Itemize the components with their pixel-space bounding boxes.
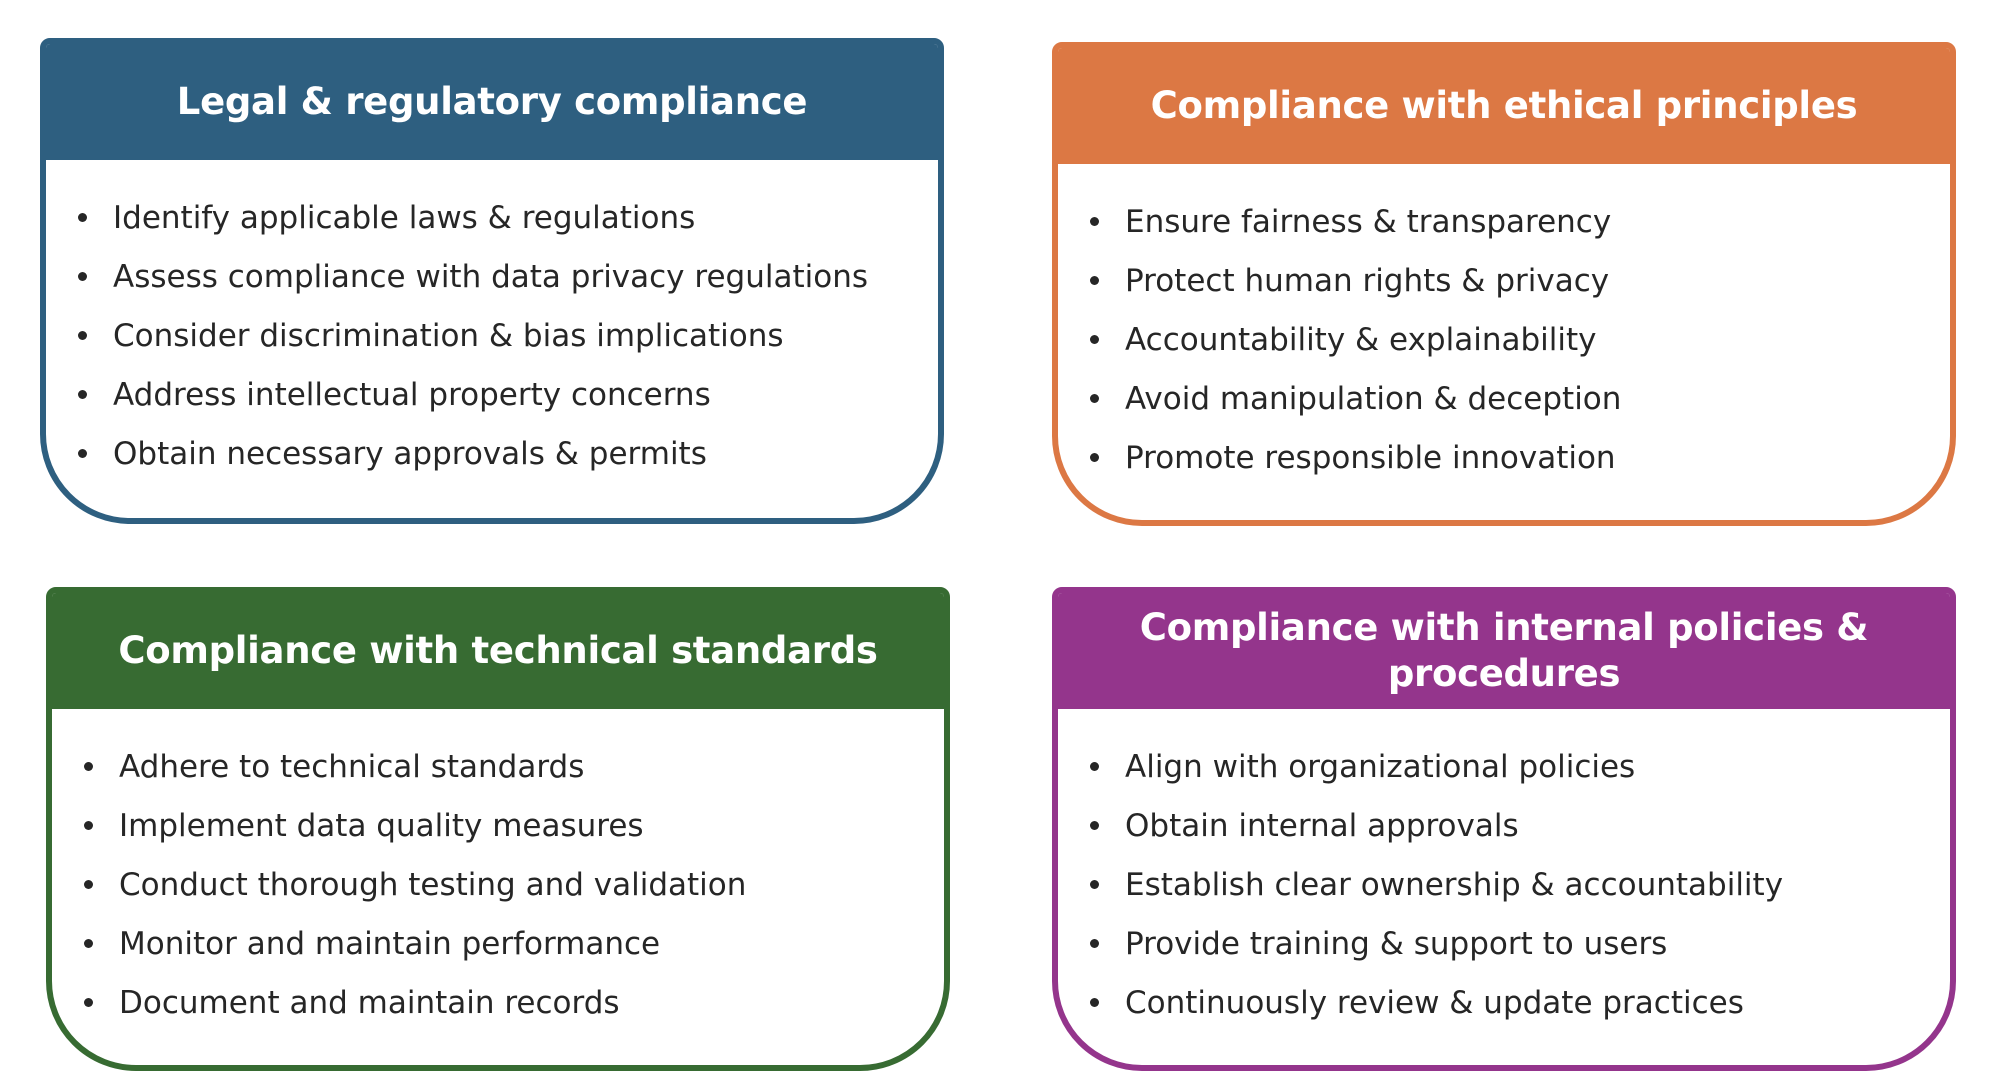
bullet-icon [1090,939,1099,948]
list-item-text: Assess compliance with data privacy regu… [113,258,868,295]
list-item: Continuously review & update practices [1084,973,1950,1032]
ethical-principles-title: Compliance with ethical principles [1150,84,1858,127]
list-item-text: Address intellectual property concerns [113,376,711,413]
technical-standards-header: Compliance with technical standards [52,593,944,709]
ethical-principles-list: Ensure fairness & transparency Protect h… [1058,164,1950,487]
technical-standards-title: Compliance with technical standards [118,629,878,672]
bullet-icon [1090,880,1099,889]
bullet-icon [1090,335,1099,344]
bullet-icon [78,272,87,281]
bullet-icon [1090,394,1099,403]
legal-compliance-title: Legal & regulatory compliance [176,80,808,123]
bullet-icon [84,821,93,830]
list-item: Obtain internal approvals [1084,796,1950,855]
ethical-principles-header: Compliance with ethical principles [1058,48,1950,164]
list-item: Monitor and maintain performance [78,914,944,973]
list-item-text: Continuously review & update practices [1125,984,1744,1021]
bullet-icon [1090,998,1099,1007]
bullet-icon [84,762,93,771]
list-item-text: Identify applicable laws & regulations [113,199,696,236]
bullet-icon [84,998,93,1007]
internal-policies-title: Compliance with internal policies & proc… [1139,606,1869,695]
list-item-text: Obtain necessary approvals & permits [113,435,707,472]
legal-compliance-card: Legal & regulatory compliance Identify a… [40,38,944,524]
technical-standards-card: Compliance with technical standards Adhe… [46,587,950,1071]
bullet-icon [78,449,87,458]
list-item-text: Promote responsible innovation [1125,439,1616,476]
bullet-icon [1090,453,1099,462]
list-item-text: Document and maintain records [119,984,620,1021]
legal-compliance-header: Legal & regulatory compliance [46,44,938,160]
list-item-text: Provide training & support to users [1125,925,1668,962]
list-item-text: Consider discrimination & bias implicati… [113,317,784,354]
technical-standards-list: Adhere to technical standards Implement … [52,709,944,1032]
internal-policies-list: Align with organizational policies Obtai… [1058,709,1950,1032]
list-item-text: Obtain internal approvals [1125,807,1519,844]
list-item: Consider discrimination & bias implicati… [72,306,938,365]
list-item-text: Conduct thorough testing and validation [119,866,747,903]
list-item: Provide training & support to users [1084,914,1950,973]
list-item-text: Avoid manipulation & deception [1125,380,1622,417]
bullet-icon [84,939,93,948]
internal-policies-header: Compliance with internal policies & proc… [1058,593,1950,709]
list-item: Assess compliance with data privacy regu… [72,247,938,306]
list-item: Identify applicable laws & regulations [72,188,938,247]
legal-compliance-list: Identify applicable laws & regulations A… [46,160,938,483]
bullet-icon [78,213,87,222]
list-item: Address intellectual property concerns [72,365,938,424]
list-item: Conduct thorough testing and validation [78,855,944,914]
list-item: Align with organizational policies [1084,737,1950,796]
bullet-icon [78,331,87,340]
list-item: Obtain necessary approvals & permits [72,424,938,483]
list-item-text: Establish clear ownership & accountabili… [1125,866,1784,903]
bullet-icon [1090,276,1099,285]
list-item: Adhere to technical standards [78,737,944,796]
bullet-icon [1090,217,1099,226]
list-item-text: Implement data quality measures [119,807,644,844]
ethical-principles-card: Compliance with ethical principles Ensur… [1052,42,1956,526]
list-item: Protect human rights & privacy [1084,251,1950,310]
list-item: Ensure fairness & transparency [1084,192,1950,251]
internal-policies-card: Compliance with internal policies & proc… [1052,587,1956,1071]
list-item-text: Adhere to technical standards [119,748,585,785]
bullet-icon [84,880,93,889]
list-item: Implement data quality measures [78,796,944,855]
list-item: Establish clear ownership & accountabili… [1084,855,1950,914]
list-item-text: Accountability & explainability [1125,321,1597,358]
list-item-text: Ensure fairness & transparency [1125,203,1612,240]
list-item-text: Protect human rights & privacy [1125,262,1610,299]
list-item-text: Monitor and maintain performance [119,925,661,962]
bullet-icon [78,390,87,399]
bullet-icon [1090,762,1099,771]
list-item: Promote responsible innovation [1084,428,1950,487]
list-item-text: Align with organizational policies [1125,748,1636,785]
list-item: Accountability & explainability [1084,310,1950,369]
bullet-icon [1090,821,1099,830]
list-item: Avoid manipulation & deception [1084,369,1950,428]
list-item: Document and maintain records [78,973,944,1032]
